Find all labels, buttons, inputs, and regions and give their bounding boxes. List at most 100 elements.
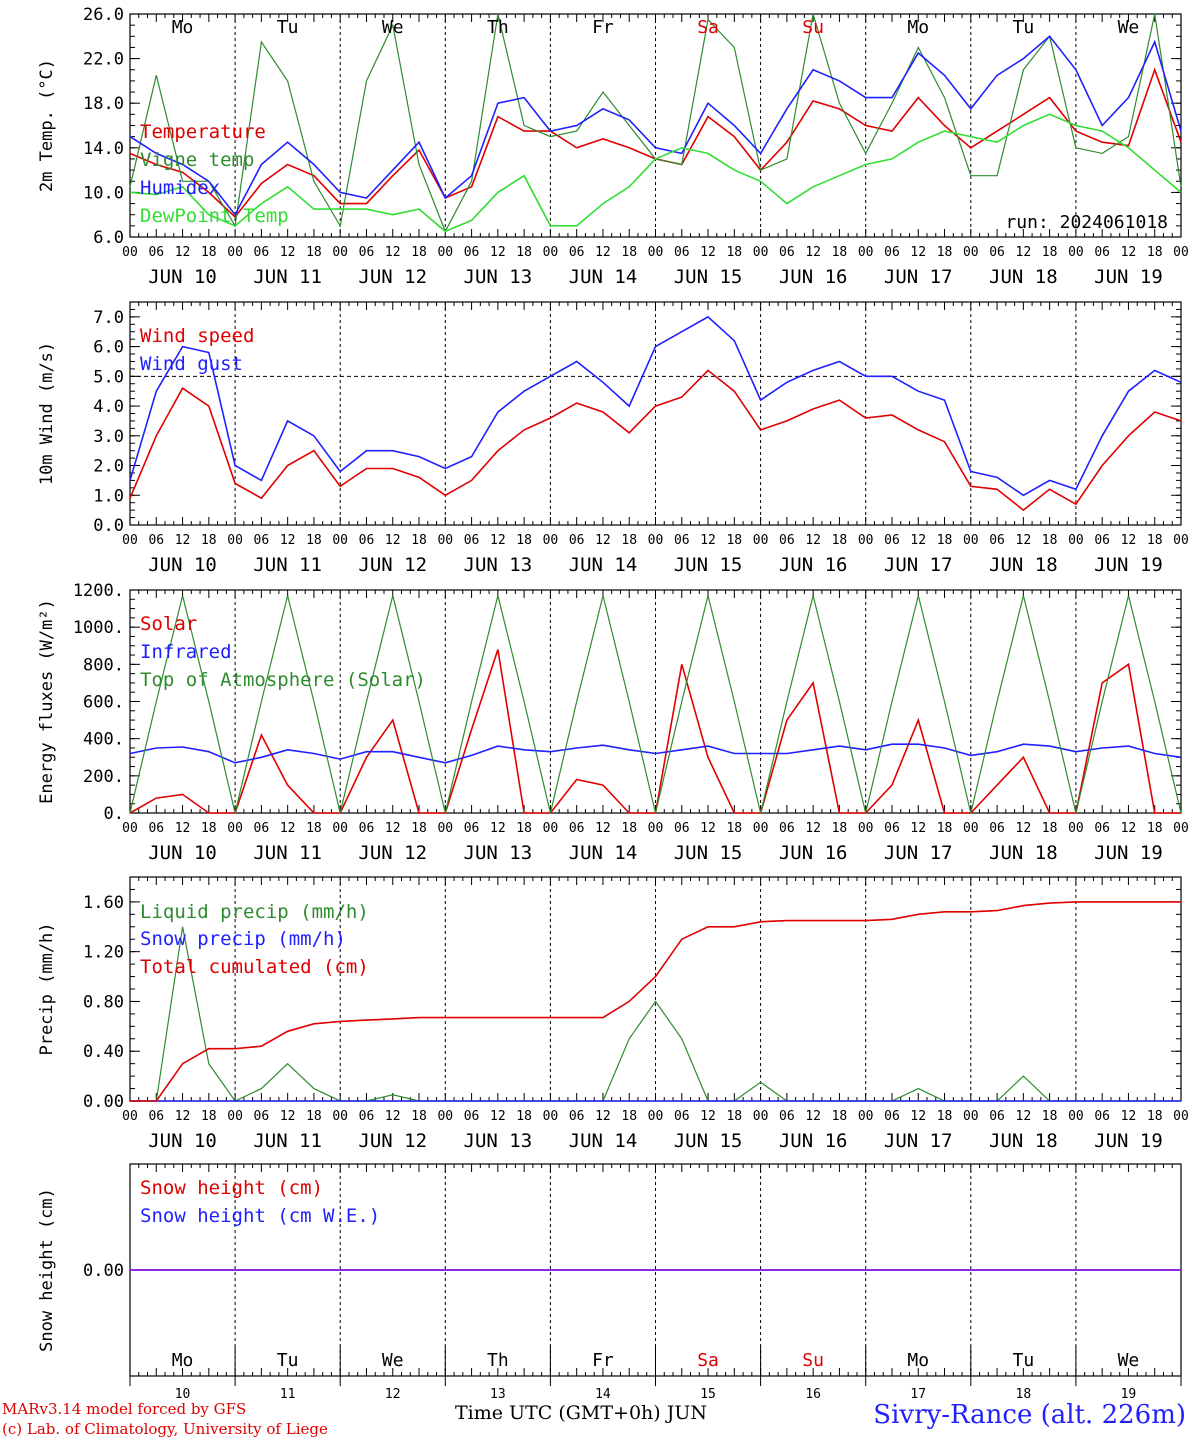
hour-tick-label: 18: [832, 821, 848, 836]
hour-tick-label: 12: [490, 821, 506, 836]
hour-tick-label: 12: [1016, 1109, 1032, 1124]
hour-tick-label: 00: [963, 1109, 979, 1124]
hour-tick-label: 06: [1094, 1109, 1110, 1124]
y-tick-label: 400.: [83, 730, 124, 750]
day-name: Tu: [1013, 17, 1035, 38]
y-tick-label: 1200.: [73, 581, 124, 601]
hour-tick-label: 00: [963, 821, 979, 836]
hour-tick-label: 00: [858, 821, 874, 836]
day-name: We: [1118, 1350, 1140, 1371]
day-number: 18: [1016, 1387, 1032, 1402]
hour-tick-label: 12: [910, 821, 926, 836]
y-tick-label: 0.00: [83, 1092, 124, 1112]
series-line-1-0: [129, 369, 1182, 512]
hour-tick-label: 18: [726, 245, 742, 260]
hour-tick-label: 12: [1016, 533, 1032, 548]
day-number: 13: [490, 1387, 506, 1402]
series-line-3-0: [130, 926, 1181, 1102]
hour-tick-label: 12: [910, 533, 926, 548]
hour-tick-label: 06: [779, 1109, 795, 1124]
hour-tick-label: 12: [805, 821, 821, 836]
y-axis-label: Energy fluxes (W/m²): [37, 599, 57, 804]
day-number: 12: [385, 1387, 401, 1402]
hour-tick-label: 18: [726, 533, 742, 548]
y-tick-label: 1.0: [93, 486, 124, 506]
date-label: JUN 19: [1094, 554, 1163, 576]
hour-tick-label: 06: [359, 533, 375, 548]
day-number: 15: [700, 1387, 716, 1402]
series-line-3-2: [130, 901, 1181, 1102]
hour-tick-label: 00: [437, 1109, 453, 1124]
hour-tick-label: 18: [201, 1109, 217, 1124]
date-label: JUN 10: [148, 1130, 217, 1152]
hour-tick-label: 06: [569, 821, 585, 836]
legend-entry: Wind speed: [140, 325, 254, 347]
date-label: JUN 19: [1094, 266, 1163, 288]
day-name: Mo: [172, 17, 194, 38]
day-name: Mo: [172, 1350, 194, 1371]
hour-tick-label: 18: [1042, 1109, 1058, 1124]
hour-tick-label: 18: [411, 821, 427, 836]
hour-tick-label: 06: [254, 533, 270, 548]
hour-tick-label: 18: [201, 245, 217, 260]
date-label: JUN 12: [358, 266, 427, 288]
hour-tick-label: 12: [280, 245, 296, 260]
hour-tick-label: 18: [937, 245, 953, 260]
date-label: JUN 19: [1094, 1130, 1163, 1152]
series-line-2-1: [129, 743, 1182, 764]
hour-tick-label: 12: [595, 821, 611, 836]
panel-frame: [129, 301, 1182, 526]
hour-tick-label: 12: [910, 245, 926, 260]
y-tick-label: 0.0: [93, 516, 124, 536]
hour-tick-label: 06: [779, 245, 795, 260]
hour-tick-label: 06: [148, 245, 164, 260]
date-label: JUN 13: [464, 266, 533, 288]
y-tick-label: 4.0: [93, 397, 124, 417]
hour-tick-label: 12: [490, 245, 506, 260]
hour-tick-label: 00: [1173, 533, 1189, 548]
date-label: JUN 19: [1094, 842, 1163, 864]
legend-entry: Total cumulated (cm): [140, 956, 369, 978]
series-line-0-3: [129, 113, 1182, 233]
y-tick-label: 6.0: [93, 338, 124, 358]
hour-tick-label: 18: [621, 821, 637, 836]
hour-tick-label: 00: [753, 245, 769, 260]
hour-tick-label: 00: [332, 1109, 348, 1124]
hour-tick-label: 18: [306, 1109, 322, 1124]
hour-tick-label: 06: [674, 245, 690, 260]
day-number: 17: [910, 1387, 926, 1402]
date-label: JUN 11: [253, 842, 322, 864]
hour-tick-label: 18: [621, 533, 637, 548]
date-label: JUN 15: [674, 1130, 743, 1152]
y-tick-label: 0.00: [83, 1261, 124, 1281]
day-name: Tu: [1013, 1350, 1035, 1371]
hour-tick-label: 12: [280, 1109, 296, 1124]
date-label: JUN 15: [674, 266, 743, 288]
hour-tick-label: 00: [1173, 821, 1189, 836]
date-label: JUN 18: [989, 1130, 1058, 1152]
hour-tick-label: 12: [1016, 821, 1032, 836]
hour-tick-label: 06: [464, 245, 480, 260]
date-label: JUN 17: [884, 266, 953, 288]
hour-tick-label: 06: [254, 245, 270, 260]
date-label: JUN 17: [884, 842, 953, 864]
hour-tick-label: 00: [963, 245, 979, 260]
date-label: JUN 15: [674, 842, 743, 864]
hour-tick-label: 00: [648, 1109, 664, 1124]
date-label: JUN 12: [358, 842, 427, 864]
hour-tick-label: 12: [490, 1109, 506, 1124]
hour-tick-label: 06: [254, 1109, 270, 1124]
date-label: JUN 13: [464, 1130, 533, 1152]
hour-tick-label: 00: [648, 821, 664, 836]
day-name: Th: [487, 1350, 509, 1371]
hour-tick-label: 06: [989, 533, 1005, 548]
hour-tick-label: 06: [989, 1109, 1005, 1124]
hour-tick-label: 06: [464, 821, 480, 836]
y-tick-label: 600.: [83, 693, 124, 713]
hour-tick-label: 00: [1068, 245, 1084, 260]
y-tick-label: 5.0: [93, 367, 124, 387]
hour-tick-label: 00: [543, 533, 559, 548]
series-line-0-2: [129, 35, 1182, 217]
y-tick-label: 22.0: [83, 50, 124, 70]
day-number: 10: [175, 1387, 191, 1402]
